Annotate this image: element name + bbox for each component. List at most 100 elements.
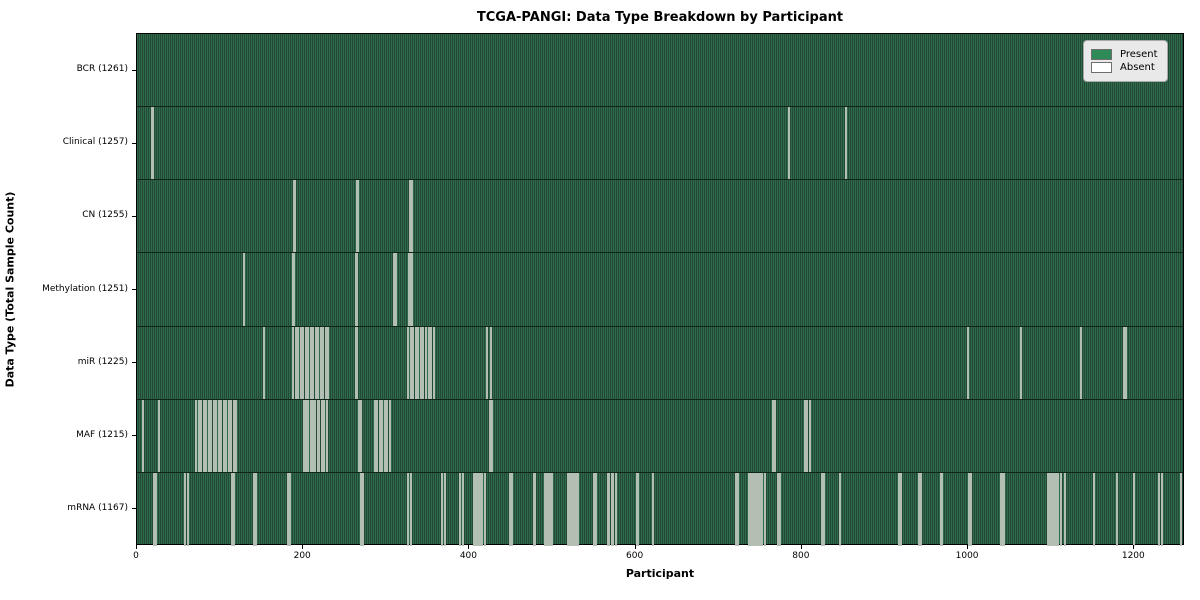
absent-stripe — [314, 326, 317, 399]
absent-stripe — [778, 472, 781, 546]
x-tick-mark — [302, 545, 304, 549]
legend-present-label: Present — [1120, 49, 1158, 60]
absent-stripe — [359, 399, 362, 472]
absent-stripe — [202, 399, 205, 472]
absent-stripe — [547, 472, 550, 546]
absent-stripe — [567, 472, 570, 546]
absent-stripe — [752, 472, 755, 546]
absent-stripe — [1116, 472, 1119, 546]
x-tick-mark — [136, 545, 137, 549]
x-tick-label: 0 — [133, 551, 139, 561]
absent-stripe — [427, 326, 430, 399]
absent-stripe — [545, 472, 548, 546]
absent-stripe — [737, 472, 740, 546]
y-tick-label: miR (1225) — [77, 356, 128, 367]
legend-absent-label: Absent — [1120, 62, 1155, 73]
absent-stripe — [307, 399, 310, 472]
absent-stripe — [822, 472, 825, 546]
datatype-row-bcr — [137, 34, 1183, 108]
absent-stripe — [309, 326, 312, 399]
absent-stripe — [820, 472, 823, 546]
absent-stripe — [610, 472, 613, 546]
absent-stripe — [227, 399, 230, 472]
x-tick-mark — [634, 545, 636, 549]
absent-stripe — [294, 180, 297, 253]
absent-stripe — [407, 253, 410, 326]
y-tick-label: MAF (1215) — [76, 429, 128, 440]
absent-stripe — [479, 472, 482, 546]
absent-stripe — [1051, 472, 1054, 546]
absent-stripe — [776, 472, 779, 546]
absent-stripe — [941, 472, 944, 546]
x-tick-mark — [800, 545, 802, 549]
absent-stripe — [212, 399, 215, 472]
absent-stripe — [510, 472, 513, 546]
datatype-row-mrna — [137, 472, 1183, 546]
present-swatch-icon — [1091, 49, 1112, 60]
absent-stripe — [252, 472, 255, 546]
absent-stripe — [1160, 472, 1163, 546]
absent-stripe — [839, 472, 842, 546]
x-tick-mark — [967, 545, 969, 549]
absent-stripe — [152, 472, 155, 546]
absent-stripe — [207, 399, 210, 472]
absent-stripe — [576, 472, 579, 546]
absent-stripe — [509, 472, 512, 546]
absent-stripe — [734, 472, 737, 546]
absent-stripe — [318, 399, 321, 472]
absent-stripe — [316, 399, 319, 472]
y-tick-label: Methylation (1251) — [42, 283, 128, 294]
absent-stripe — [637, 472, 640, 546]
absent-stripe — [919, 472, 922, 546]
y-tick-label: CN (1255) — [82, 210, 128, 221]
absent-stripe — [751, 472, 754, 546]
absent-stripe — [490, 326, 493, 399]
absent-stripe — [195, 399, 198, 472]
absent-stripe — [394, 253, 397, 326]
absent-stripe — [483, 472, 486, 546]
absent-stripe — [652, 472, 655, 546]
absent-stripe — [918, 472, 921, 546]
absent-stripe — [1057, 472, 1059, 546]
datatype-row-clinical — [137, 107, 1183, 181]
absent-stripe — [612, 472, 615, 546]
absent-stripe — [200, 399, 203, 472]
absent-stripe — [755, 472, 758, 546]
absent-stripe — [608, 472, 611, 546]
absent-stripe — [747, 472, 750, 546]
absent-stripe — [806, 399, 809, 472]
y-tick-mark — [132, 215, 136, 217]
absent-stripe — [461, 472, 464, 546]
absent-stripe — [898, 472, 901, 546]
legend-item-present: Present — [1091, 49, 1158, 60]
absent-stripe — [472, 472, 475, 546]
absent-stripe — [1059, 472, 1062, 546]
y-tick-label: BCR (1261) — [76, 64, 128, 75]
absent-stripe — [1132, 472, 1135, 546]
absent-stripe — [773, 399, 776, 472]
absent-stripe — [225, 399, 228, 472]
absent-stripe — [327, 326, 330, 399]
absent-stripe — [569, 472, 572, 546]
absent-stripe — [407, 472, 410, 546]
absent-stripe — [477, 472, 480, 546]
absent-stripe — [594, 472, 597, 546]
absent-stripe — [232, 399, 235, 472]
absent-stripe — [297, 326, 300, 399]
absent-stripe — [409, 326, 412, 399]
absent-stripe — [593, 472, 596, 546]
absent-stripe — [411, 253, 414, 326]
absent-stripe — [409, 472, 412, 546]
absent-stripe — [967, 326, 970, 399]
absent-stripe — [304, 399, 307, 472]
absent-stripe — [999, 472, 1002, 546]
absent-stripe — [1122, 326, 1125, 399]
absent-stripe — [309, 399, 312, 472]
absent-stripe — [441, 472, 444, 546]
absent-stripe — [1047, 472, 1050, 546]
x-tick-label: 600 — [626, 551, 644, 561]
absent-stripe — [323, 399, 326, 472]
absent-stripe — [614, 472, 617, 546]
y-tick-mark — [132, 435, 136, 437]
absent-stripe — [215, 399, 218, 472]
